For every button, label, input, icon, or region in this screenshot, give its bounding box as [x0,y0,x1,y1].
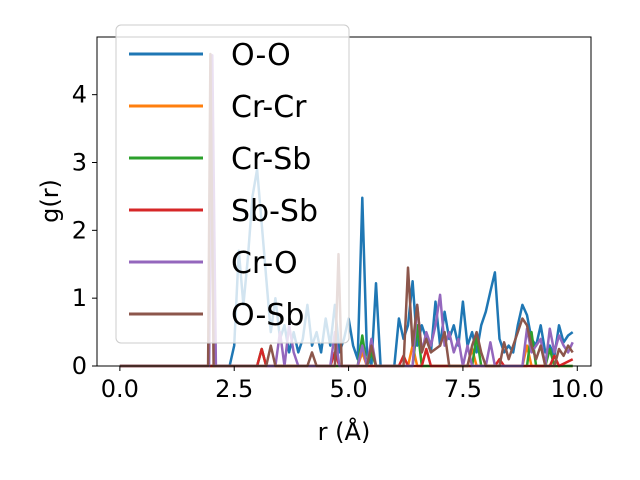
x-tick-label: 10.0 [551,375,604,403]
y-tick-label: 1 [72,284,87,312]
legend-label-o-o: O-O [231,38,291,73]
legend-label-o-sb: O-Sb [231,298,304,333]
y-axis: 0 1 2 3 4 [72,81,97,380]
x-tick-label: 5.0 [329,375,367,403]
y-tick-label: 2 [72,216,87,244]
legend-label-sb-sb: Sb-Sb [231,194,318,229]
legend-label-cr-o: Cr-O [231,246,298,281]
series-line-o-sb [119,52,574,368]
y-tick-label: 4 [72,81,87,109]
y-tick-label: 0 [72,352,87,380]
legend: O-O Cr-Cr Cr-Sb Sb-Sb Cr-O O-Sb [115,24,350,344]
x-tick-label: 0.0 [101,375,139,403]
x-tick-label: 7.5 [444,375,482,403]
y-axis-label: g(r) [36,179,64,223]
legend-label-cr-cr: Cr-Cr [231,90,307,125]
y-tick-label: 3 [72,148,87,176]
x-tick-label: 2.5 [215,375,253,403]
x-axis: 0.0 2.5 5.0 7.5 10.0 [101,366,604,403]
x-axis-label: r (Å) [318,417,371,446]
legend-label-cr-sb: Cr-Sb [231,142,311,177]
